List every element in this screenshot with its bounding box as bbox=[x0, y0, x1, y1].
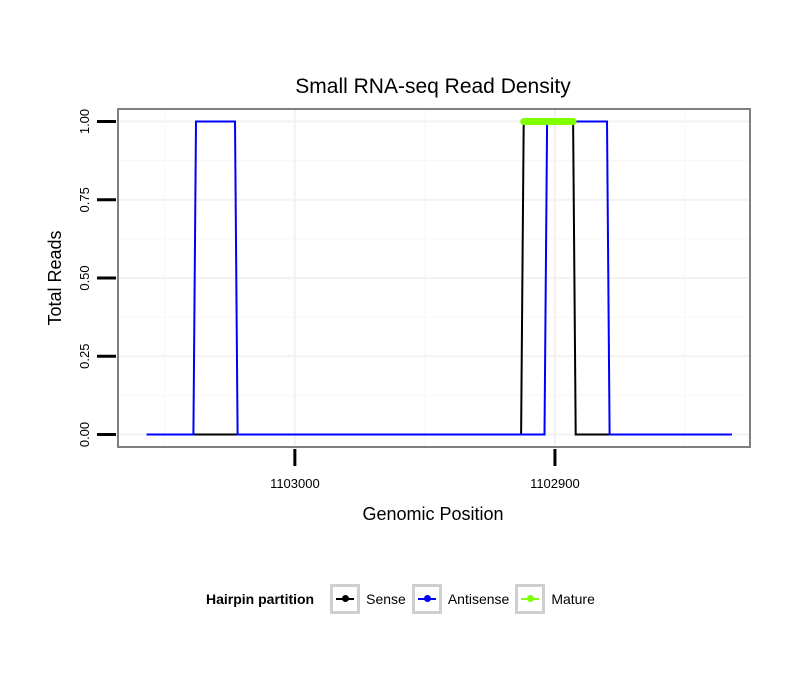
legend-label-antisense: Antisense bbox=[447, 591, 510, 607]
y-tick-label: 0.25 bbox=[77, 344, 92, 369]
x-axis: 1103000 1102900 bbox=[270, 449, 580, 491]
chart-title: Small RNA-seq Read Density bbox=[295, 75, 571, 98]
x-tick-label: 1102900 bbox=[530, 476, 580, 491]
legend: Hairpin partition Sense Antisense Mature bbox=[206, 582, 601, 616]
y-tick-label: 0.00 bbox=[77, 422, 92, 447]
legend-label-sense: Sense bbox=[366, 591, 406, 607]
legend-item-sense: Sense bbox=[330, 584, 406, 614]
legend-item-mature: Mature bbox=[515, 584, 595, 614]
legend-key-antisense-icon bbox=[411, 584, 442, 614]
legend-key-sense-icon bbox=[330, 584, 361, 614]
x-axis-label: Genomic Position bbox=[362, 504, 503, 524]
y-tick-label: 0.75 bbox=[77, 187, 92, 212]
data-series bbox=[146, 118, 732, 436]
legend-key-mature-icon bbox=[515, 584, 546, 614]
legend-title: Hairpin partition bbox=[206, 591, 315, 607]
series-line-antisense bbox=[146, 120, 732, 436]
x-tick-label: 1103000 bbox=[270, 476, 320, 491]
plot-border bbox=[117, 108, 751, 448]
legend-label-mature: Mature bbox=[551, 591, 595, 607]
y-axis: 0.00 0.25 0.50 0.75 1.00 bbox=[77, 109, 116, 447]
y-tick-label: 0.50 bbox=[77, 265, 92, 290]
y-axis-label: Total Reads bbox=[45, 230, 65, 325]
y-tick-label: 1.00 bbox=[77, 109, 92, 134]
legend-item-antisense: Antisense bbox=[411, 584, 510, 614]
